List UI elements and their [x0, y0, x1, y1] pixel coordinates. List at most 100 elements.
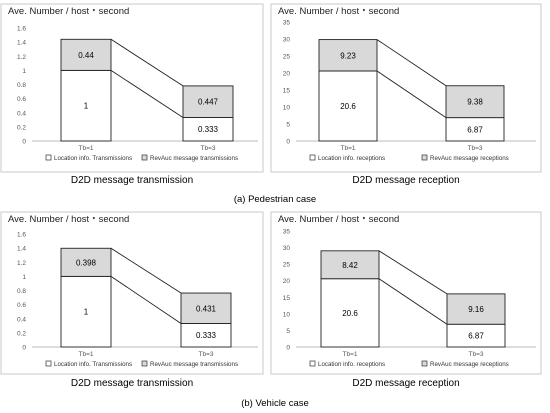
- legend-label-2: RevAuc message receptions: [430, 155, 509, 162]
- x-tick-label-2: Tb=3: [468, 145, 483, 152]
- y-tick-label: 5: [286, 328, 290, 335]
- legend-swatch-1: [309, 154, 316, 161]
- legend-label-1: Location info. Transmissions: [54, 155, 132, 162]
- data-label-1-revauc: 0.398: [76, 258, 97, 267]
- y-tick-label: 1.4: [17, 246, 26, 253]
- y-tick-label: 10: [283, 311, 291, 318]
- y-tick-label: 0: [22, 345, 26, 352]
- series-line-total: [110, 38, 184, 87]
- chart-title: D2D message transmission: [71, 175, 193, 186]
- y-tick-label: 0.4: [17, 110, 26, 117]
- data-label-1-location: 20.6: [342, 309, 358, 318]
- y-tick-label: 0: [286, 139, 290, 146]
- y-tick-label: 1: [22, 68, 26, 75]
- data-label-1-revauc: 8.42: [342, 261, 358, 270]
- data-label-1-revauc: 0.44: [78, 51, 94, 60]
- legend-swatch-1: [45, 360, 52, 367]
- y-tick-label: 20: [283, 278, 291, 285]
- chart-frame: [0, 211, 264, 375]
- bar-segment-1-location: [320, 278, 380, 348]
- chart-0-svg: Ave. Number / host・second 0 0.2 0.4 0.6 0.8 1 1…: [0, 3, 264, 186]
- y-axis-label: Ave. Number / host・second: [8, 6, 129, 17]
- data-label-1-location: 20.6: [340, 102, 356, 111]
- y-tick-label: 30: [283, 245, 291, 252]
- x-tick-label-1: Tb=1: [341, 145, 356, 152]
- x-tick-label-2: Tb=3: [201, 145, 216, 152]
- y-tick-label: 30: [283, 37, 291, 44]
- y-tick-label: 15: [283, 295, 291, 302]
- series-line-location: [376, 70, 447, 119]
- series-line-location: [378, 278, 448, 325]
- data-label-2-location: 6.87: [468, 332, 484, 341]
- series-line-location: [110, 276, 182, 324]
- y-axis-label: Ave. Number / host・second: [278, 214, 399, 225]
- y-tick-label: 0.8: [17, 288, 26, 295]
- chart-3-svg: Ave. Number / host・second 0 5 10 15 20 25 30 35 2…: [270, 211, 542, 389]
- y-tick-label: 0.6: [17, 302, 26, 309]
- legend-swatch-2: [421, 154, 428, 161]
- case-label-b: (b) Vehicle case: [241, 398, 309, 409]
- bar-segment-1-revauc: [60, 247, 112, 277]
- bar-segment-1-revauc: [320, 250, 380, 280]
- y-tick-label: 35: [283, 20, 291, 27]
- y-tick-label: 1: [22, 274, 26, 281]
- x-tick-label-1: Tb=1: [79, 145, 94, 152]
- chart-frame: [270, 211, 542, 375]
- chart-title: D2D message reception: [352, 175, 459, 186]
- data-label-2-revauc: 0.447: [198, 98, 219, 107]
- data-label-2-revauc: 9.38: [467, 98, 483, 107]
- y-tick-label: 5: [286, 122, 290, 129]
- data-label-2-location: 0.333: [196, 331, 217, 340]
- data-label-1-location: 1: [84, 308, 89, 317]
- chart-panel-b-transmission: Ave. Number / host・second 0 0.2 0.4 0.6 0.8 1 1…: [0, 208, 264, 393]
- series-line-total: [376, 39, 447, 87]
- chart-2-svg: Ave. Number / host・second 0 0.2 0.4 0.6 0.8 1 1…: [0, 211, 264, 389]
- series-line-location: [110, 69, 184, 118]
- legend-swatch-2: [141, 360, 148, 367]
- y-tick-label: 0.2: [17, 124, 26, 131]
- legend-swatch-2: [141, 154, 148, 161]
- case-label-a: (a) Pedestrian case: [233, 194, 317, 205]
- legend-label-2: RevAuc message receptions: [430, 361, 509, 368]
- y-tick-label: 35: [283, 229, 291, 236]
- legend-label-2: RevAuc message transmissions: [150, 361, 238, 368]
- y-axis-label: Ave. Number / host・second: [278, 6, 399, 17]
- data-label-1-revauc: 9.23: [340, 51, 356, 60]
- chart-panel-a-reception: Ave. Number / host・second 0 5 10 15 20 25 30 35 2…: [270, 0, 542, 190]
- bar-segment-2-revauc: [446, 293, 506, 325]
- data-label-1-location: 1: [84, 102, 89, 111]
- x-tick-label-2: Tb=3: [469, 351, 484, 358]
- bar-segment-1-location: [60, 275, 112, 348]
- bar-segment-1-revauc: [60, 38, 112, 71]
- y-tick-label: 1.2: [17, 260, 26, 267]
- chart-1-svg: Ave. Number / host・second 0 5 10 15 20 25 30 35 2…: [270, 3, 542, 186]
- data-label-2-revauc: 0.431: [196, 304, 217, 313]
- chart-panel-a-transmission: Ave. Number / host・second 0 0.2 0.4 0.6 0.8 1 1…: [0, 0, 264, 190]
- y-tick-label: 1.4: [17, 40, 26, 47]
- bar-segment-2-revauc: [445, 85, 505, 119]
- chart-panel-b-reception: Ave. Number / host・second 0 5 10 15 20 25 30 35 2…: [270, 208, 542, 393]
- legend-label-1: Location info. receptions: [318, 361, 385, 368]
- series-line-total: [378, 250, 448, 295]
- data-label-2-location: 0.333: [198, 125, 219, 134]
- x-tick-label-1: Tb=1: [79, 351, 94, 358]
- bar-segment-2-revauc: [180, 292, 232, 324]
- y-tick-label: 25: [283, 54, 291, 61]
- y-tick-label: 0.6: [17, 96, 26, 103]
- y-tick-label: 0: [22, 139, 26, 146]
- y-tick-label: 0.2: [17, 330, 26, 337]
- y-tick-label: 0.4: [17, 316, 26, 323]
- bar-segment-1-revauc: [318, 39, 378, 72]
- bar-segment-1-location: [60, 69, 112, 142]
- legend-label-2: RevAuc message transmissions: [150, 155, 238, 162]
- y-tick-label: 1.6: [17, 26, 26, 33]
- legend-swatch-1: [45, 154, 52, 161]
- legend-label-1: Location info. receptions: [318, 155, 385, 162]
- chart-frame: [270, 3, 542, 173]
- y-tick-label: 25: [283, 262, 291, 269]
- data-label-2-location: 6.87: [467, 125, 483, 134]
- chart-title: D2D message transmission: [71, 378, 193, 389]
- y-tick-label: 20: [283, 71, 291, 78]
- y-tick-label: 1.6: [17, 232, 26, 239]
- bar-segment-2-revauc: [182, 85, 234, 118]
